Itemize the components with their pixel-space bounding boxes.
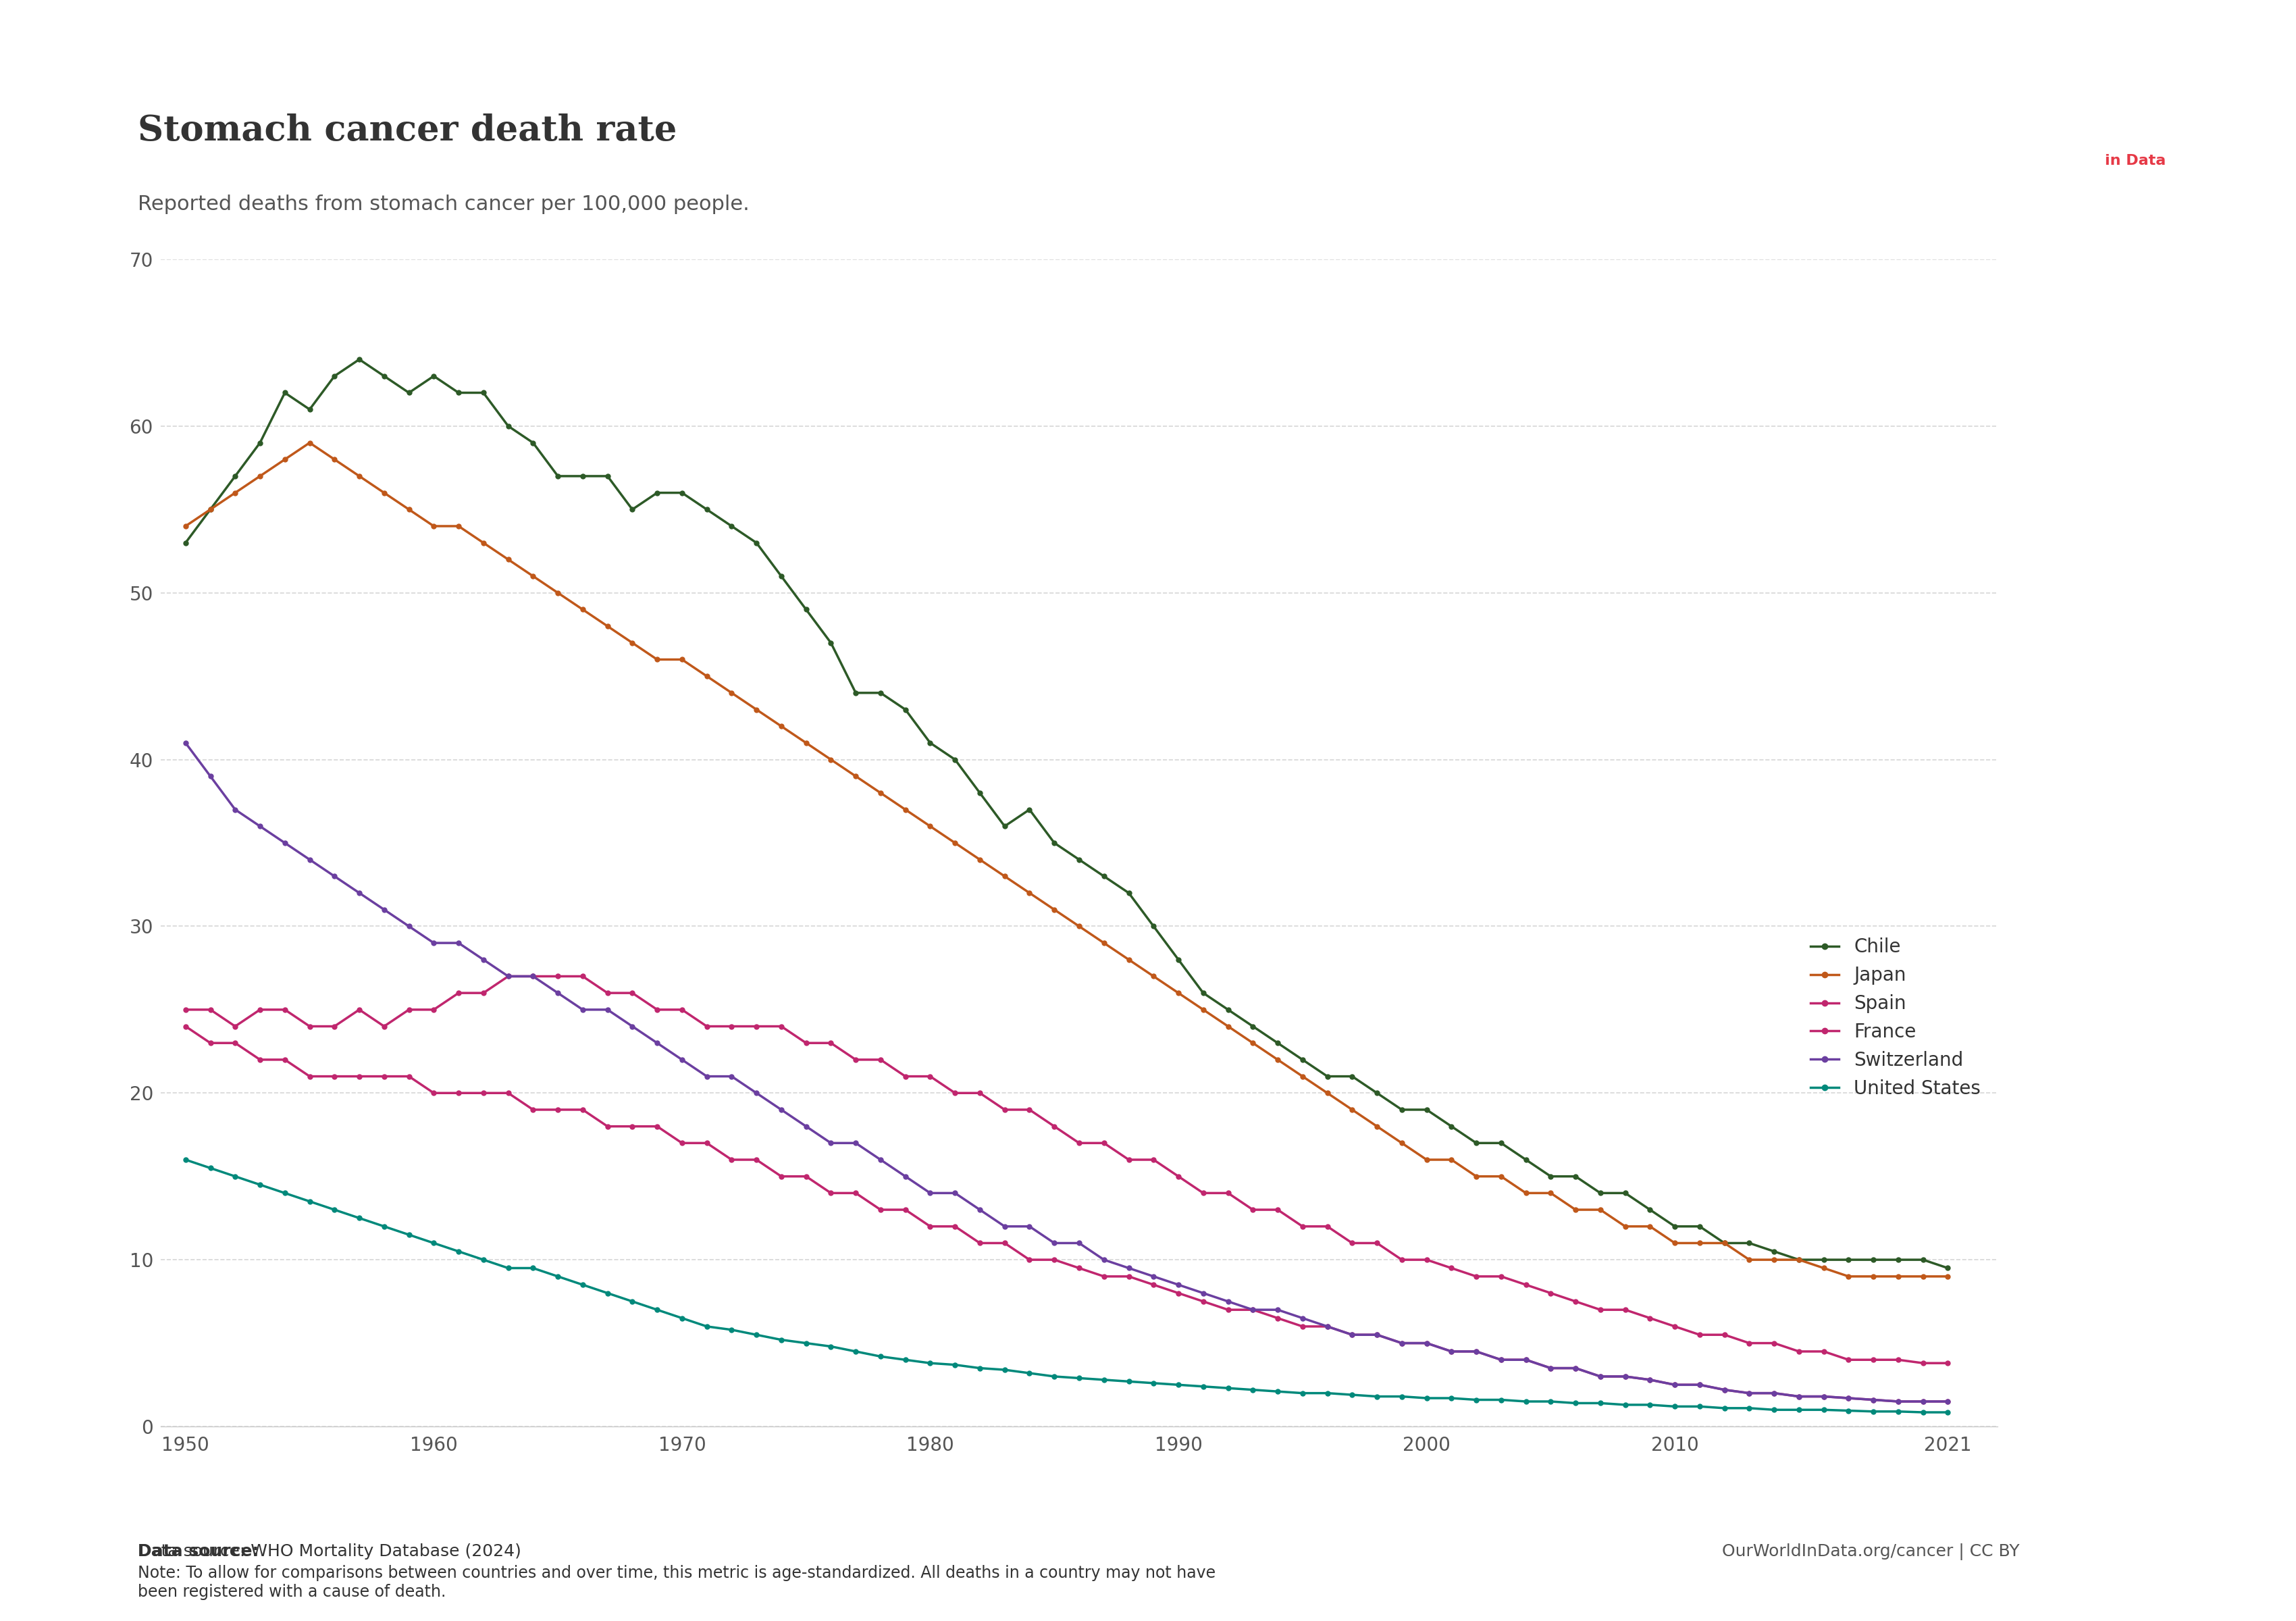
Text: OurWorldInData.org/cancer | CC BY: OurWorldInData.org/cancer | CC BY xyxy=(1722,1543,2020,1559)
Text: Data source: WHO Mortality Database (2024): Data source: WHO Mortality Database (202… xyxy=(138,1543,521,1559)
Text: Data source:: Data source: xyxy=(138,1543,259,1559)
Text: Reported deaths from stomach cancer per 100,000 people.: Reported deaths from stomach cancer per … xyxy=(138,195,748,214)
Legend: Chile, Japan, Spain, France, Switzerland, United States: Chile, Japan, Spain, France, Switzerland… xyxy=(1802,930,1988,1106)
Text: Stomach cancer death rate: Stomach cancer death rate xyxy=(138,113,677,148)
Text: in Data: in Data xyxy=(2105,154,2165,167)
Text: Our World: Our World xyxy=(2092,109,2179,122)
Text: Note: To allow for comparisons between countries and over time, this metric is a: Note: To allow for comparisons between c… xyxy=(138,1566,1215,1600)
